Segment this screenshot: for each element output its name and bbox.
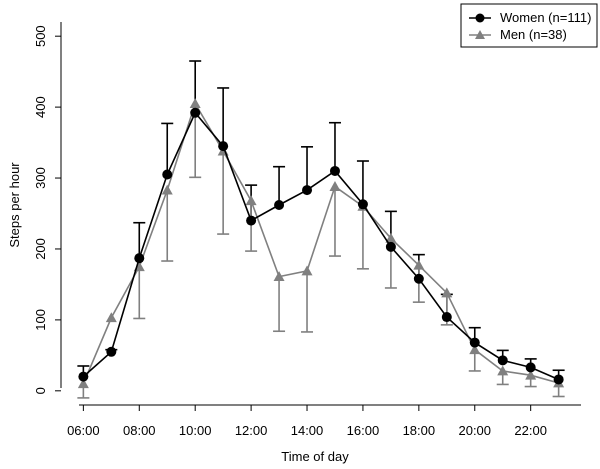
- legend-women-marker: [475, 13, 485, 23]
- data-point: [385, 232, 397, 243]
- data-point: [245, 195, 257, 206]
- y-tick-label: 500: [33, 25, 48, 47]
- legend-women-label: Women (n=111): [500, 10, 591, 25]
- x-tick-label: 18:00: [403, 423, 436, 438]
- data-point: [77, 378, 89, 389]
- data-point: [301, 265, 313, 276]
- data-point: [413, 273, 424, 284]
- data-point: [329, 165, 340, 176]
- legend: Women (n=111) Men (n=38): [460, 3, 598, 48]
- data-point: [189, 98, 201, 108]
- data-point: [273, 271, 285, 282]
- data-point: [161, 184, 173, 195]
- data-point: [497, 355, 508, 366]
- plot-area: 0 100 200 300 400 500 06:00 08:00 10:00 12:00 14:…: [33, 22, 581, 438]
- x-tick-label: 08:00: [123, 423, 156, 438]
- x-tick-label: 14:00: [291, 423, 324, 438]
- data-point: [274, 199, 285, 210]
- data-point: [246, 215, 257, 226]
- data-point: [329, 181, 341, 191]
- data-point: [413, 259, 425, 270]
- y-tick-label: 0: [33, 387, 48, 394]
- data-point: [302, 185, 313, 196]
- x-tick-label: 10:00: [179, 423, 212, 438]
- x-tick-label: 12:00: [235, 423, 268, 438]
- men-series: [77, 98, 565, 389]
- data-point: [218, 141, 229, 152]
- y-axis-title: Steps per hour: [7, 162, 22, 248]
- legend-men-marker: [475, 30, 485, 39]
- men-error-bars: [77, 103, 565, 399]
- data-point: [78, 371, 89, 382]
- y-tick-label: 100: [33, 309, 48, 331]
- y-tick-label: 200: [33, 238, 48, 260]
- x-tick-label: 22:00: [514, 423, 547, 438]
- series-line: [82, 101, 559, 385]
- series-line: [82, 111, 559, 381]
- data-point: [553, 374, 564, 385]
- data-point: [525, 369, 537, 380]
- x-tick-label: 20:00: [458, 423, 491, 438]
- y-axis-ticks: 0 100 200 300 400 500: [33, 25, 61, 394]
- data-point: [357, 199, 368, 210]
- data-point: [162, 169, 173, 180]
- legend-men-label: Men (n=38): [500, 27, 567, 42]
- y-tick-label: 400: [33, 96, 48, 118]
- x-tick-label: 16:00: [347, 423, 380, 438]
- x-axis-title: Time of day: [281, 449, 349, 464]
- x-tick-label: 06:00: [67, 423, 100, 438]
- data-point: [385, 241, 396, 252]
- data-point: [469, 337, 480, 348]
- data-point: [441, 287, 453, 298]
- y-tick-label: 300: [33, 167, 48, 189]
- data-point: [441, 312, 452, 323]
- x-axis-ticks: 06:00 08:00 10:00 12:00 14:00 16:00 18:00 20:00…: [67, 405, 547, 438]
- legend-box: [460, 3, 598, 48]
- data-point: [190, 107, 201, 118]
- data-point: [106, 346, 117, 357]
- women-series: [78, 107, 564, 385]
- data-point: [497, 365, 509, 376]
- women-error-bars: [77, 60, 565, 380]
- data-point: [105, 312, 117, 323]
- data-point: [469, 344, 481, 355]
- data-point: [134, 253, 145, 264]
- data-point: [525, 362, 536, 373]
